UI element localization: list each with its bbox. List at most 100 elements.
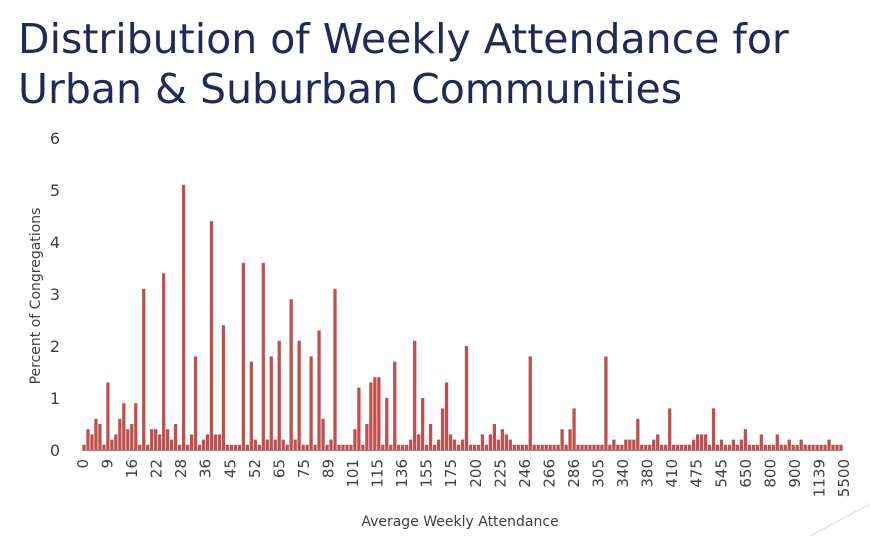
bar (102, 444, 106, 450)
bar (389, 444, 393, 450)
bar (365, 424, 369, 450)
bar (297, 340, 301, 450)
bar (827, 439, 831, 450)
bar (122, 403, 126, 450)
title-line-2: Urban & Suburban Communities (18, 65, 683, 113)
bar (193, 356, 198, 450)
bar (154, 429, 158, 450)
bar (564, 444, 568, 450)
bar (273, 439, 277, 450)
bar (528, 356, 532, 450)
bar (552, 444, 556, 450)
bar (735, 444, 740, 450)
bar (309, 356, 313, 450)
bar (158, 434, 162, 450)
bar (835, 444, 839, 450)
bar (592, 444, 596, 450)
bar (249, 361, 253, 450)
bar (548, 444, 552, 450)
bar (313, 444, 317, 450)
bar (811, 444, 815, 450)
x-tick-label: 475 (688, 459, 706, 488)
bar (213, 434, 218, 450)
bar (361, 444, 365, 450)
bar (456, 444, 461, 450)
bar (393, 361, 397, 450)
bar (281, 439, 285, 450)
bar (576, 444, 580, 450)
bar (743, 429, 748, 450)
x-tick-label: 101 (344, 459, 362, 488)
bar (644, 444, 648, 450)
bar (500, 429, 504, 450)
y-tick-label: 6 (50, 129, 60, 148)
bar (174, 424, 178, 450)
bar (448, 434, 453, 450)
bar (82, 444, 86, 450)
bar (540, 444, 544, 450)
bar (600, 444, 604, 450)
x-tick-label: 1139 (811, 459, 829, 497)
bar (177, 444, 182, 450)
bar (608, 444, 612, 450)
bar (767, 444, 771, 450)
bar (301, 444, 305, 450)
bar (636, 418, 640, 450)
bar (452, 439, 457, 450)
bar (357, 387, 361, 450)
bar (496, 439, 500, 450)
bar (680, 444, 684, 450)
bar (831, 444, 835, 450)
bar (771, 444, 775, 450)
bar (189, 434, 194, 450)
bar-series (82, 184, 843, 451)
x-tick-label: 650 (737, 459, 755, 488)
x-tick-label: 22 (148, 459, 166, 478)
bar (373, 377, 377, 450)
bar (293, 439, 297, 450)
bar (472, 444, 477, 450)
bar (532, 444, 536, 450)
bar (787, 439, 791, 450)
bar (652, 439, 656, 450)
bar (759, 434, 763, 450)
bar (484, 444, 489, 450)
bar (142, 288, 146, 450)
x-tick-label: 16 (123, 459, 141, 478)
bar (237, 444, 242, 450)
bar (624, 439, 628, 450)
bar (656, 434, 660, 450)
y-tick-label: 2 (50, 337, 60, 356)
x-tick-label: 28 (172, 459, 190, 478)
bar (118, 418, 122, 450)
bar (150, 429, 154, 450)
bar (616, 444, 620, 450)
bar (325, 444, 329, 450)
x-tick-label: 89 (320, 459, 338, 478)
bar (221, 325, 226, 450)
bar (337, 444, 341, 450)
bar (421, 398, 425, 450)
bar (536, 444, 540, 450)
bar (417, 434, 421, 450)
bar (488, 434, 493, 450)
bar (660, 444, 664, 450)
bar (317, 330, 321, 450)
bar (428, 424, 433, 450)
bar (432, 444, 437, 450)
bar (823, 444, 827, 450)
bar (632, 439, 636, 450)
bar (329, 439, 333, 450)
bar (683, 444, 688, 450)
bar (572, 408, 576, 450)
y-axis-label: Percent of Congregations (28, 208, 44, 385)
bar (516, 444, 520, 450)
bar (217, 434, 222, 450)
bar (556, 444, 560, 450)
bar (321, 418, 325, 450)
bar (413, 340, 417, 450)
bar (723, 444, 728, 450)
bar (401, 444, 405, 450)
bar (508, 439, 512, 450)
bar (648, 444, 652, 450)
